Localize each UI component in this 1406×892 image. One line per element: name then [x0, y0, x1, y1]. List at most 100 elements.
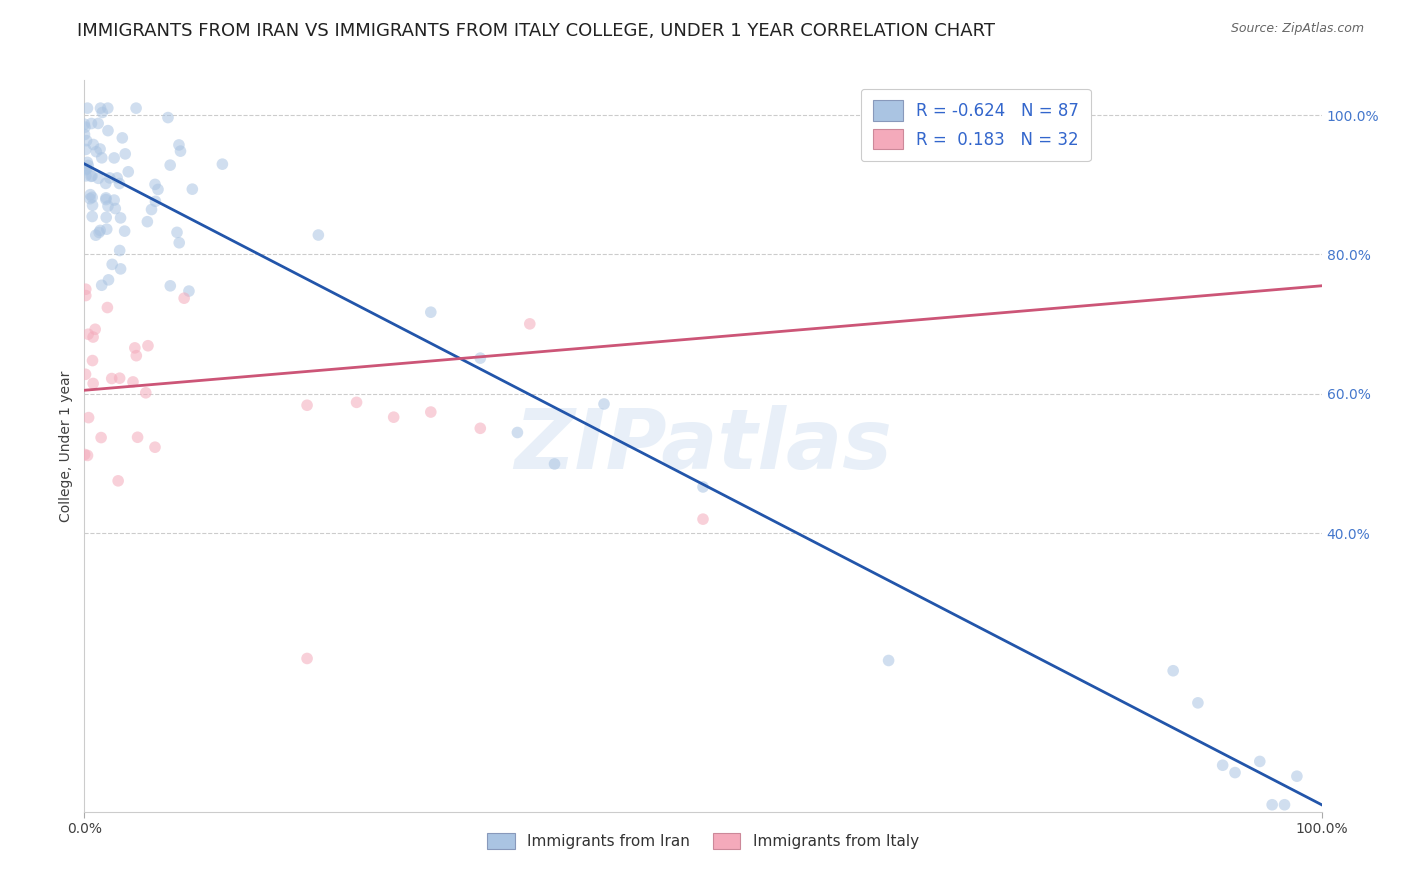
Point [135, 385, 157, 400]
Point [80, 169, 103, 183]
Point [470, 351, 492, 366]
Point [295, 651, 318, 665]
Point [146, 182, 169, 196]
Point [87, 116, 110, 130]
Point [82, 198, 104, 212]
Point [75, 143, 97, 157]
Point [173, 291, 195, 305]
Point [73, 120, 96, 135]
Point [89, 142, 111, 156]
Point [346, 395, 368, 409]
Point [136, 339, 159, 353]
Point [1161, 664, 1184, 678]
Point [76, 155, 98, 169]
Point [76, 134, 98, 148]
Point [156, 111, 179, 125]
Point [211, 157, 233, 171]
Point [96, 211, 118, 225]
Point [77, 410, 100, 425]
Point [87, 226, 110, 240]
Point [82, 330, 104, 344]
Point [167, 137, 190, 152]
Point [103, 151, 125, 165]
Point [98, 170, 121, 185]
Point [82, 137, 104, 152]
Point [125, 101, 148, 115]
Point [1212, 758, 1234, 772]
Point [122, 375, 145, 389]
Point [90, 431, 112, 445]
Point [94, 177, 117, 191]
Point [169, 144, 191, 158]
Point [104, 202, 127, 216]
Point [108, 177, 131, 191]
Point [77, 327, 100, 342]
Point [84, 228, 107, 243]
Point [94, 191, 117, 205]
Point [73, 117, 96, 131]
Point [76, 449, 98, 463]
Point [80, 169, 103, 184]
Point [114, 147, 136, 161]
Point [1285, 769, 1308, 783]
Point [124, 341, 146, 355]
Point [143, 440, 166, 454]
Point [94, 193, 117, 207]
Point [145, 194, 167, 209]
Point [75, 162, 97, 177]
Point [75, 368, 97, 382]
Point [877, 653, 900, 667]
Point [75, 282, 97, 296]
Point [97, 101, 120, 115]
Point [87, 171, 110, 186]
Point [77, 158, 100, 172]
Legend: Immigrants from Iran, Immigrants from Italy: Immigrants from Iran, Immigrants from It… [481, 827, 925, 855]
Point [91, 105, 114, 120]
Point [110, 261, 132, 276]
Point [79, 192, 101, 206]
Point [82, 353, 104, 368]
Point [159, 278, 181, 293]
Point [73, 448, 96, 462]
Point [506, 425, 529, 440]
Point [419, 305, 441, 319]
Point [101, 257, 124, 271]
Point [177, 284, 200, 298]
Point [105, 170, 128, 185]
Point [82, 210, 104, 224]
Point [97, 273, 120, 287]
Point [111, 131, 134, 145]
Text: Source: ZipAtlas.com: Source: ZipAtlas.com [1230, 22, 1364, 36]
Point [97, 199, 120, 213]
Point [181, 182, 204, 196]
Point [127, 430, 149, 444]
Point [143, 178, 166, 192]
Point [1187, 696, 1209, 710]
Point [470, 421, 492, 435]
Point [692, 480, 714, 494]
Text: ZIPatlas: ZIPatlas [515, 406, 891, 486]
Point [141, 202, 163, 217]
Point [419, 405, 441, 419]
Point [117, 165, 139, 179]
Point [519, 317, 541, 331]
Point [382, 410, 405, 425]
Point [96, 222, 118, 236]
Point [73, 128, 96, 142]
Point [593, 397, 616, 411]
Point [82, 376, 104, 391]
Point [159, 158, 181, 172]
Point [75, 288, 97, 302]
Point [1223, 765, 1246, 780]
Point [166, 225, 188, 239]
Point [75, 169, 97, 183]
Y-axis label: College, Under 1 year: College, Under 1 year [59, 370, 73, 522]
Point [136, 215, 159, 229]
Point [90, 278, 112, 293]
Point [295, 398, 318, 412]
Point [108, 371, 131, 385]
Point [97, 123, 120, 137]
Point [125, 349, 148, 363]
Point [107, 474, 129, 488]
Point [110, 211, 132, 225]
